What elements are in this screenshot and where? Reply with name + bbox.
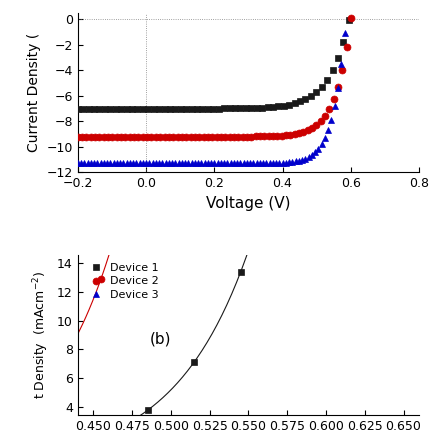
X-axis label: Voltage (V): Voltage (V) — [206, 196, 291, 211]
Device 1 — [145, 408, 150, 413]
Device 1 — [191, 359, 197, 365]
Y-axis label: t Density  (mAcm$^{-2}$): t Density (mAcm$^{-2}$) — [32, 271, 51, 399]
Device 1 — [285, 101, 290, 106]
Device 2 — [98, 276, 104, 281]
Y-axis label: Current Density (: Current Density ( — [27, 33, 41, 152]
Device 1 — [238, 270, 243, 275]
Legend: Device 1, Device 2, Device 3: Device 1, Device 2, Device 3 — [83, 261, 161, 302]
Line: Device 2: Device 2 — [98, 0, 384, 282]
Line: Device 1: Device 1 — [98, 0, 384, 432]
Device 2 — [145, 86, 150, 91]
Text: (b): (b) — [149, 332, 171, 347]
